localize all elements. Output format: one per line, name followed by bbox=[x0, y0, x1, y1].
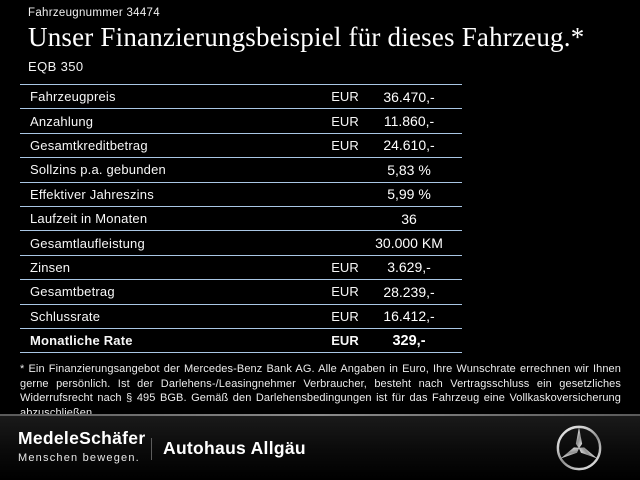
row-label: Laufzeit in Monaten bbox=[30, 211, 148, 227]
footer: MedeleSchäfer Menschen bewegen. Autohaus… bbox=[0, 416, 640, 480]
row-label: Anzahlung bbox=[30, 113, 94, 129]
dealer-logo-medele-schaefer: MedeleSchäfer bbox=[18, 428, 146, 448]
row-value: 5,83 % bbox=[387, 161, 431, 178]
row-value: 36 bbox=[401, 210, 417, 227]
row-currency: EUR bbox=[331, 259, 359, 275]
row-value: 329,- bbox=[392, 332, 426, 349]
row-value: 5,99 % bbox=[387, 186, 431, 203]
dealer-tagline: Menschen bewegen. bbox=[18, 452, 140, 464]
table-row: Fahrzeugpreis EUR 36.470,- bbox=[20, 84, 462, 108]
table-row: Schlussrate EUR 16.412,- bbox=[20, 303, 462, 328]
row-label: Gesamtbetrag bbox=[30, 284, 115, 300]
row-label: Effektiver Jahreszins bbox=[30, 186, 154, 202]
row-value: 3.629,- bbox=[387, 259, 431, 276]
dealer-logo-block: MedeleSchäfer Menschen bewegen. bbox=[18, 428, 145, 464]
row-currency: EUR bbox=[331, 89, 359, 105]
row-value: 11.860,- bbox=[383, 113, 435, 130]
row-currency: EUR bbox=[331, 308, 359, 324]
row-label: Zinsen bbox=[30, 259, 71, 275]
footer-divider bbox=[0, 414, 640, 416]
row-label: Gesamtkreditbetrag bbox=[30, 137, 148, 153]
row-value: 24.610,- bbox=[383, 137, 435, 154]
header: Fahrzeugnummer 34474 Unser Finanzierungs… bbox=[28, 7, 630, 74]
table-row: Gesamtkreditbetrag EUR 24.610,- bbox=[20, 132, 462, 157]
row-label: Monatliche Rate bbox=[30, 333, 133, 349]
row-value: 30.000 KM bbox=[375, 235, 443, 252]
vehicle-model: EQB 350 bbox=[28, 59, 84, 74]
dealer-logo-autohaus-allgaeu: Autohaus Allgäu bbox=[163, 438, 306, 458]
footer-vertical-divider bbox=[151, 438, 152, 460]
table-row: Zinsen EUR 3.629,- bbox=[20, 254, 462, 279]
row-label: Fahrzeugpreis bbox=[30, 89, 116, 105]
row-label: Gesamtlaufleistung bbox=[30, 235, 145, 251]
row-currency: EUR bbox=[331, 113, 359, 129]
table-row: Effektiver Jahreszins 5,99 % bbox=[20, 181, 462, 206]
row-currency: EUR bbox=[331, 333, 359, 349]
row-value: 16.412,- bbox=[383, 308, 435, 325]
vehicle-number: Fahrzeugnummer 34474 bbox=[28, 7, 160, 19]
table-row: Gesamtlaufleistung 30.000 KM bbox=[20, 230, 462, 254]
table-row: Monatliche Rate EUR 329,- bbox=[20, 327, 462, 352]
finance-table: Fahrzeugpreis EUR 36.470,- Anzahlung EUR… bbox=[20, 84, 462, 354]
page-title: Unser Finanzierungsbeispiel für dieses F… bbox=[28, 22, 585, 52]
legal-footnote: * Ein Finanzierungsangebot der Mercedes-… bbox=[20, 363, 621, 419]
table-row: Anzahlung EUR 11.860,- bbox=[20, 108, 462, 132]
row-value: 28.239,- bbox=[383, 283, 435, 300]
mercedes-star-icon bbox=[556, 425, 602, 471]
row-label: Schlussrate bbox=[30, 308, 101, 324]
row-label: Sollzins p.a. gebunden bbox=[30, 162, 166, 178]
row-value: 36.470,- bbox=[383, 88, 435, 105]
row-currency: EUR bbox=[331, 137, 359, 153]
row-currency: EUR bbox=[331, 284, 359, 300]
table-row: Sollzins p.a. gebunden 5,83 % bbox=[20, 157, 462, 181]
table-row: Gesamtbetrag EUR 28.239,- bbox=[20, 279, 462, 303]
table-row: Laufzeit in Monaten 36 bbox=[20, 205, 462, 230]
